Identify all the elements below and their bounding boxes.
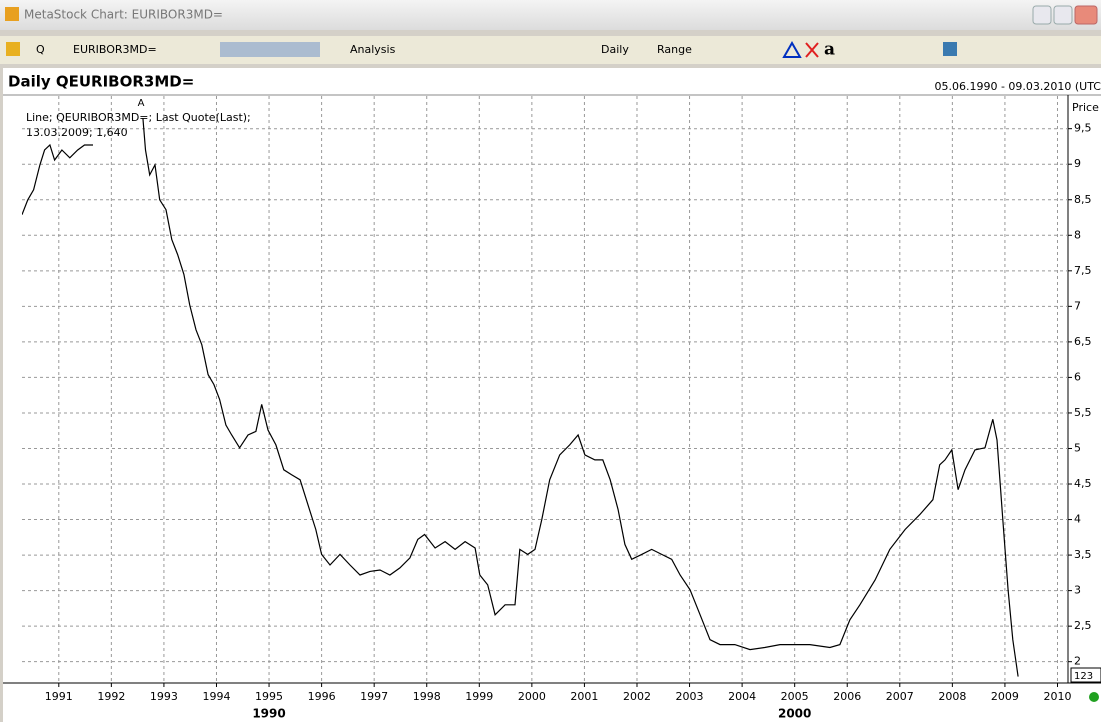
- x-tick-label: 1995: [255, 690, 283, 703]
- x-tick-label: 1997: [360, 690, 388, 703]
- y-tick-label: 4,5: [1074, 477, 1092, 490]
- major-x-tick-label: 1990: [252, 707, 285, 721]
- range-menu[interactable]: Range: [657, 43, 692, 56]
- y-tick-label: 3,5: [1074, 548, 1092, 561]
- title-bar: [0, 0, 1101, 30]
- y-tick-label: 8: [1074, 228, 1081, 241]
- x-tick-label: 1993: [150, 690, 178, 703]
- app-icon: [5, 7, 19, 21]
- major-x-tick-label: 2000: [778, 707, 811, 721]
- minimize-button[interactable]: [1032, 5, 1052, 25]
- y-tick-label: 9: [1074, 157, 1081, 170]
- menu-icon[interactable]: [6, 42, 20, 56]
- corner-box: [1070, 667, 1101, 683]
- quote-button[interactable]: Q: [36, 43, 45, 56]
- date-range: 05.06.1990 - 09.03.2010 (UTC: [934, 80, 1101, 93]
- y-tick-label: 8,5: [1074, 193, 1092, 206]
- x-tick-label: 2002: [623, 690, 651, 703]
- x-tick-label: 1999: [465, 690, 493, 703]
- x-tick-label: 1992: [97, 690, 125, 703]
- chart-panel: [3, 68, 1101, 722]
- close-button[interactable]: [1074, 5, 1098, 25]
- daily-menu[interactable]: Daily: [601, 43, 629, 56]
- legend-text: Line; QEURIBOR3MD=; Last Quote(Last);: [26, 111, 251, 124]
- plot: 2 2,5 3 3,5 4 4,5 5 5,5 6 6,5 7 7,5 8 8,5 9 9,5 1991 1992…: [22, 96, 1092, 721]
- maximize-button[interactable]: [1053, 5, 1073, 25]
- cursor-text: 13.03.2009; 1,640: [26, 126, 128, 139]
- x-tick-label: 1991: [45, 690, 73, 703]
- y-tick-label: 2: [1074, 655, 1081, 668]
- toolbar-bg: [0, 36, 1101, 64]
- x-tick-label: 2001: [570, 690, 598, 703]
- x-tick-label: 2007: [886, 690, 914, 703]
- x-tick-label: 2009: [991, 690, 1019, 703]
- x-tick-label: 2003: [676, 690, 704, 703]
- x-tick-label: 1994: [202, 690, 230, 703]
- y-tick-label: 3: [1074, 584, 1081, 597]
- x-tick-label: 1996: [308, 690, 336, 703]
- x-tick-label: 2008: [938, 690, 966, 703]
- y-tick-label: 6,5: [1074, 335, 1092, 348]
- y-tick-label: 5: [1074, 441, 1081, 454]
- snapshot-icon[interactable]: [943, 42, 957, 56]
- y-tick-label: 9,5: [1074, 122, 1092, 135]
- x-tick-label: 2006: [833, 690, 861, 703]
- triangle-tool[interactable]: [782, 40, 802, 58]
- y-tick-label: 7,5: [1074, 264, 1092, 277]
- symbol-box[interactable]: EURIBOR3MD=: [73, 43, 157, 56]
- x-tick-label: 2000: [518, 690, 546, 703]
- x-tick-label: 2010: [1043, 690, 1071, 703]
- analysis-menu[interactable]: Analysis: [350, 43, 396, 56]
- y-tick-label: 4: [1074, 513, 1081, 526]
- x-tick-label: 2004: [728, 690, 756, 703]
- y-axis-label: Price: [1072, 101, 1099, 114]
- y-tick-label: 6: [1074, 370, 1081, 383]
- marker-label: A: [138, 98, 145, 109]
- delete-tool[interactable]: [805, 42, 819, 58]
- price-line: [22, 117, 1019, 677]
- y-tick-label: 2,5: [1074, 619, 1092, 632]
- x-tick-label: 2005: [781, 690, 809, 703]
- window-title: MetaStock Chart: EURIBOR3MD=: [24, 8, 223, 22]
- text-tool[interactable]: a: [824, 40, 835, 60]
- x-tick-label: 1998: [413, 690, 441, 703]
- chart-title: Daily QEURIBOR3MD=: [8, 73, 194, 91]
- toolbar: Q EURIBOR3MD= Analysis Daily Range a: [0, 36, 1101, 64]
- tool-icons[interactable]: [220, 42, 320, 57]
- status-dot: [1089, 692, 1099, 702]
- y-tick-label: 5,5: [1074, 406, 1092, 419]
- y-tick-label: 7: [1074, 299, 1081, 312]
- corner-label: 123: [1074, 671, 1093, 682]
